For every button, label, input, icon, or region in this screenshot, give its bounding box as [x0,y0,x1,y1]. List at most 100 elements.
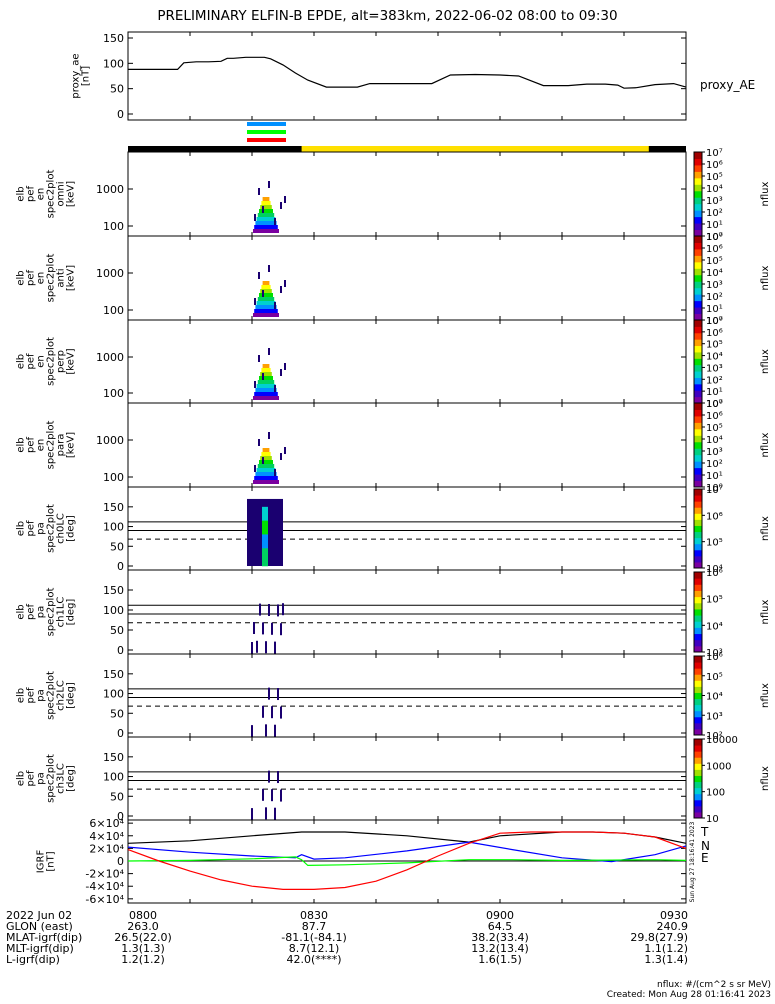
footer-row-label: L-igrf(dip) [6,953,60,966]
colorbar-band [694,307,702,315]
colorbar-band [694,274,702,282]
colorbar-band [694,495,702,502]
ylabel-line: spec2plot [46,421,57,470]
heatmap-cell [257,380,275,384]
heatmap-cell [262,622,264,635]
panel-ylabel: elb pef en spec2plot para [keV] [16,421,77,470]
colorbar-band [694,501,702,508]
colorbar-band [694,525,702,533]
heatmap-cell [274,724,276,737]
colorbar-tick-label: 10³ [706,196,723,207]
proxy-ae-panel [127,31,687,121]
colorbar-tick-label: 10⁵ [706,595,723,606]
colorbar-band [694,184,702,192]
heatmap-cell [271,706,273,719]
ylabel-line: elb [16,521,27,536]
colorbar-band [694,519,702,526]
colorbar-label: nflux [760,265,771,290]
colorbar-tick-label: 10⁵ [706,340,723,351]
colorbar-band [694,549,702,557]
colorbar-band [694,383,702,391]
footer-row-value: -81.1(-84.1) [281,931,347,944]
heatmap-cell [261,285,271,289]
colorbar-band [694,763,702,770]
y-tick-label: 1000 [96,183,124,196]
ylabel-line: [deg] [66,765,77,792]
igrf-line-T [127,831,687,844]
colorbar-band [694,698,702,706]
ylabel-line: spec2plot [46,588,57,637]
heatmap-cell [262,448,270,452]
ylabel-line: [deg] [66,599,77,626]
y-tick-label: 100 [103,57,124,70]
colorbar-band [694,242,702,250]
y-tick-label: 50 [110,83,124,96]
igrf-y-tick-label: 6×10⁴ [89,817,124,830]
heatmap-cell [262,788,264,801]
heatmap-cell [253,229,279,233]
igrf-legend-N: N [701,839,710,853]
ylabel-line: [deg] [66,515,77,542]
colorbar-band [694,448,702,456]
colorbar-band [694,422,702,430]
ylabel-line: spec2plot [46,671,57,720]
ylabel-line: elb [16,437,27,452]
colorbar-band [694,326,702,334]
y-tick-label: 1000 [96,434,124,447]
colorbar-band [694,467,702,475]
colorbar-band [694,668,702,675]
proxy-ae-legend: proxy_AE [700,78,755,92]
colorbar-band [694,229,702,237]
colorbar-band [694,454,702,462]
heatmap-cell [258,188,260,195]
heatmap-cell [268,348,270,355]
heatmap-cell [262,197,270,201]
heatmap-cell [280,789,282,802]
footer-row-label: MLAT-igrf(dip) [6,931,82,944]
colorbar-label-text: nflux [760,683,771,708]
y-tick-label: 150 [103,584,124,597]
spectrogram-panel-1 [127,151,687,237]
ylabel-line: anti [56,268,67,287]
colorbar-band [694,216,702,224]
colorbar-band [694,561,702,569]
heatmap-cell [254,225,278,229]
colorbar-band [694,710,702,718]
igrf-legend-T: T [700,825,709,839]
heatmap-cell [255,388,277,392]
colorbar-band [694,584,702,591]
ylabel-line: ch2LC [56,680,67,711]
heatmap-cell [274,807,276,820]
heatmap-cell [280,369,282,376]
heatmap-cell [280,453,282,460]
footer-row-value: 1.2(1.2) [121,953,165,966]
colorbar-tick-label: 10⁶ [706,568,723,579]
heatmap-cell [277,688,279,701]
pitch-angle-panel-5 [127,486,687,571]
heatmap-cell [284,363,286,370]
footer-row-value: 26.5(22.0) [114,931,172,944]
footer-row-label: MLT-igrf(dip) [6,942,74,955]
footer-row-value: 240.9 [657,920,689,933]
ylabel-line: elb [16,354,27,369]
ylabel-line: elb [16,688,27,703]
colorbar-label: nflux [760,181,771,206]
y-tick-label: 0 [117,560,124,573]
footer-row-label: GLON (east) [6,920,73,933]
colorbar-band [694,645,702,653]
colorbar-8 [693,738,703,819]
y-tick-label: 0 [117,644,124,657]
side-timestamp: Sun Aug 27 18:16:41 2023 [689,822,696,903]
colorbar-band [694,371,702,378]
colorbar-band [694,781,702,789]
igrf-y-tick-label: 2×10⁴ [89,842,124,855]
heatmap-cell [257,464,275,468]
colorbar-label: nflux [760,766,771,791]
colorbar-tick-label: 10¹ [706,304,723,315]
pitch-angle-panel-6 [127,569,687,655]
footer-row-value: 38.2(33.4) [471,931,529,944]
y-tick-label: 150 [103,668,124,681]
heatmap-cell [262,281,270,285]
colorbar-label: nflux [760,683,771,708]
